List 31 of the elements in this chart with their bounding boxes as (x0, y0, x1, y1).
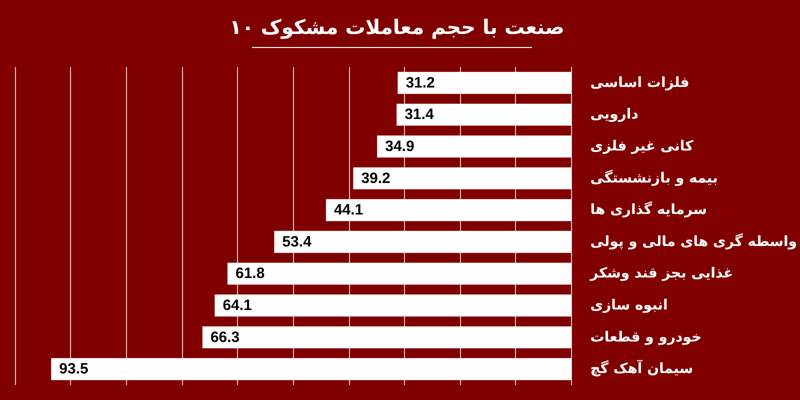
y-tick-label: انبوه سازی (590, 298, 668, 314)
bar (396, 104, 572, 126)
bar (326, 199, 572, 222)
data-label: 31.4 (404, 106, 434, 124)
y-tick-label: واسطه گری های مالی و پولی (590, 232, 798, 250)
bar (398, 72, 572, 94)
bar (214, 294, 572, 316)
y-tick-label: کانی غیر فلزی (590, 138, 694, 154)
bar (51, 358, 572, 380)
bar (227, 262, 572, 285)
y-tick-label: سرمایه گذاری ها (590, 201, 708, 218)
y-tick-label: دارویی (590, 106, 638, 123)
chart-title: ۱۰ صنعت با حجم معاملات مشکوک (230, 15, 564, 39)
data-label: 61.8 (235, 265, 265, 282)
y-tick-label: غذایی بجز قند وشکر (589, 266, 734, 282)
bar (353, 167, 572, 190)
y-tick-label: فلزات اساسی (590, 74, 690, 91)
bar (202, 326, 572, 348)
data-label: 93.5 (59, 360, 88, 378)
data-label: 44.1 (334, 202, 364, 219)
data-label: 31.2 (406, 74, 435, 92)
bar (377, 136, 572, 158)
data-label: 39.2 (361, 170, 390, 187)
y-tick-label: بیمه و بازنشستگی (590, 169, 718, 186)
data-label: 66.3 (210, 328, 240, 346)
data-label: 64.1 (222, 297, 252, 314)
y-tick-label: خودرو و قطعات (590, 329, 702, 346)
data-label: 34.9 (385, 138, 414, 155)
data-label: 53.4 (282, 233, 312, 250)
bar (274, 230, 572, 253)
y-tick-label: سیمان آهک گچ (590, 359, 694, 378)
